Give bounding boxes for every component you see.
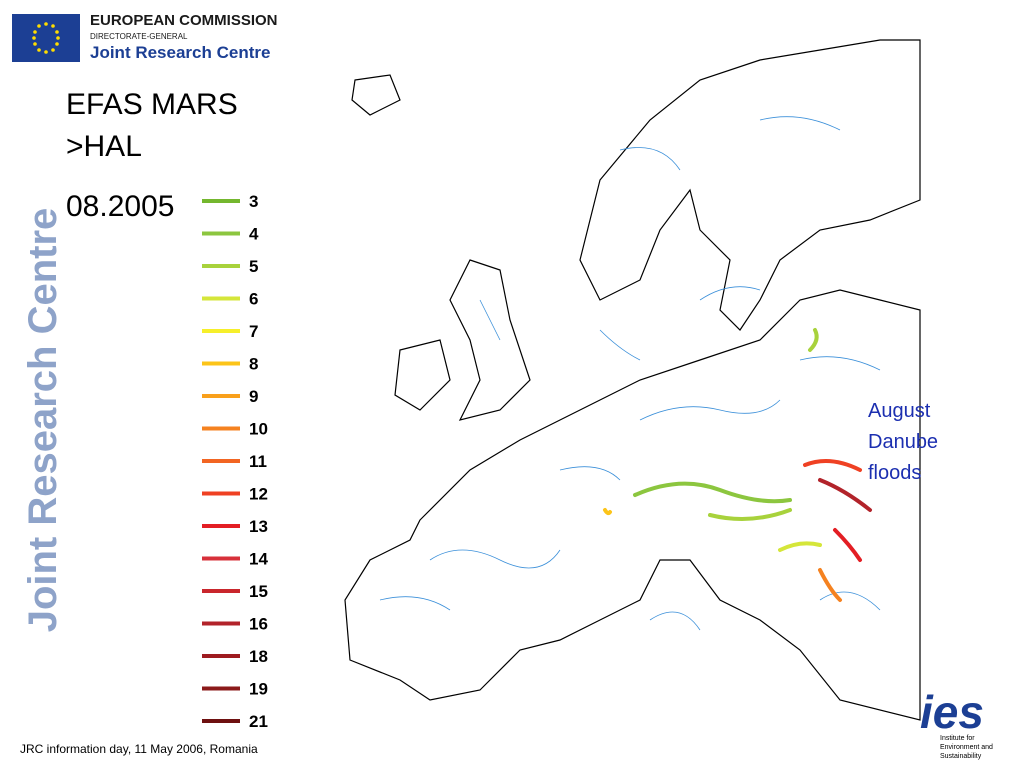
legend-label: 18 xyxy=(249,647,268,666)
title-date: 08.2005 xyxy=(66,190,174,223)
header-centre: Joint Research Centre xyxy=(90,43,270,62)
map xyxy=(344,39,921,721)
header-org: EUROPEAN COMMISSION xyxy=(90,12,278,29)
legend: 3 4 5 6 7 8 9 10 11 12 13 14 15 16 18 19 21 xyxy=(202,192,268,731)
legend-label: 14 xyxy=(249,550,268,569)
legend-label: 5 xyxy=(249,257,258,276)
legend-label: 10 xyxy=(249,420,268,439)
legend-label: 8 xyxy=(249,355,258,374)
legend-label: 9 xyxy=(249,387,258,406)
annotation-line: floods xyxy=(868,462,921,484)
eu-stars xyxy=(32,22,60,54)
annotation-line: Danube xyxy=(868,431,938,453)
header-dg: DIRECTORATE-GENERAL xyxy=(90,32,188,41)
legend-label: 19 xyxy=(249,680,268,699)
legend-label: 13 xyxy=(249,517,268,536)
side-label: Joint Research Centre xyxy=(21,208,65,633)
legend-label: 12 xyxy=(249,485,268,504)
legend-label: 15 xyxy=(249,582,268,601)
legend-label: 3 xyxy=(249,192,258,211)
logo-line: Environment and xyxy=(940,744,993,751)
eu-flag xyxy=(12,14,80,62)
legend-label: 11 xyxy=(249,452,267,471)
title-line: >HAL xyxy=(66,130,142,163)
annotation-line: August xyxy=(868,400,931,422)
legend-label: 4 xyxy=(249,225,259,244)
logo-line: Sustainability xyxy=(940,753,982,760)
legend-label: 21 xyxy=(249,712,268,731)
legend-label: 7 xyxy=(249,322,258,341)
title-line: EFAS MARS xyxy=(66,88,238,121)
legend-label: 6 xyxy=(249,290,258,309)
logo-line: Institute for xyxy=(940,735,975,742)
logo-mark: ies xyxy=(920,686,984,738)
legend-label: 16 xyxy=(249,615,268,634)
footer: JRC information day, 11 May 2006, Romani… xyxy=(20,742,258,756)
